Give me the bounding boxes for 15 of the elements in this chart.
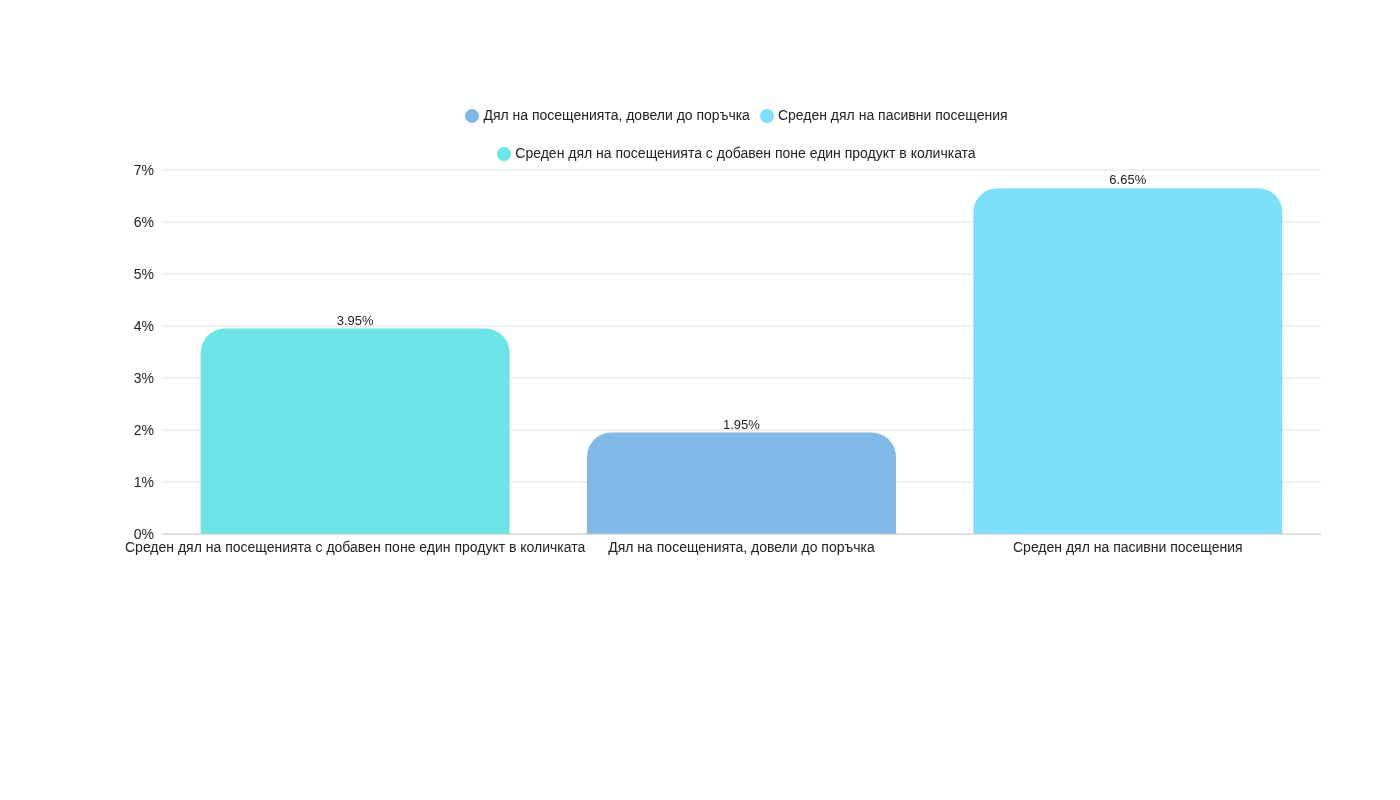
y-tick-label: 3% [133, 369, 154, 386]
legend-label: Дял на посещенията, довели до поръчка [483, 107, 750, 123]
x-tick-label: Среден дял на пасивни посещения [1013, 538, 1243, 555]
legend-label: Среден дял на пасивни посещения [777, 107, 1008, 123]
legend-label: Среден дял на посещенията с добавен поне един продукт в количката [515, 145, 976, 161]
data-label: 6.65% [1109, 172, 1147, 188]
x-tick-label: Дял на посещенията, довели до поръчка [608, 538, 875, 555]
y-tick-label: 1% [133, 473, 154, 490]
y-tick-label: 6% [133, 213, 154, 230]
y-tick-label: 5% [133, 265, 154, 282]
y-tick-label: 4% [133, 317, 154, 334]
y-tick-label: 7% [133, 161, 154, 178]
data-label: 3.95% [336, 312, 374, 328]
data-label: 1.95% [723, 416, 761, 432]
y-tick-label: 2% [133, 421, 154, 438]
